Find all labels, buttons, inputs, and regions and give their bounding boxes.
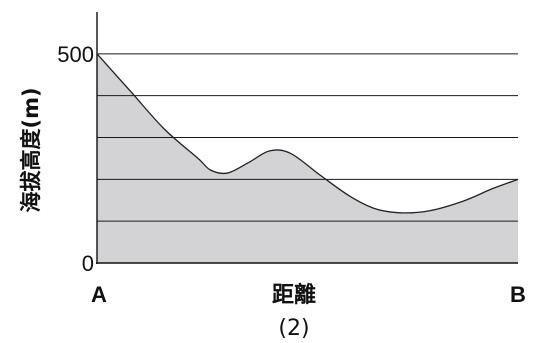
x-end-label: B — [510, 282, 526, 307]
terrain-area — [97, 53, 518, 263]
grid-layer — [97, 53, 518, 222]
x-axis-title: 距離 — [272, 282, 316, 308]
y-tick-label-0: 0 — [82, 251, 94, 276]
terrain-line — [96, 53, 519, 214]
x-start-label: A — [91, 282, 107, 307]
y-axis-title: 海拔高度(m) — [19, 87, 43, 212]
area-layer — [97, 53, 518, 263]
label-layer: 0 500 海拔高度(m) A B 距離 (2) — [19, 42, 526, 341]
figure-caption: (2) — [278, 316, 309, 341]
line-layer — [96, 53, 519, 214]
y-tick-label-500: 500 — [57, 42, 94, 67]
axis-layer — [96, 12, 518, 264]
